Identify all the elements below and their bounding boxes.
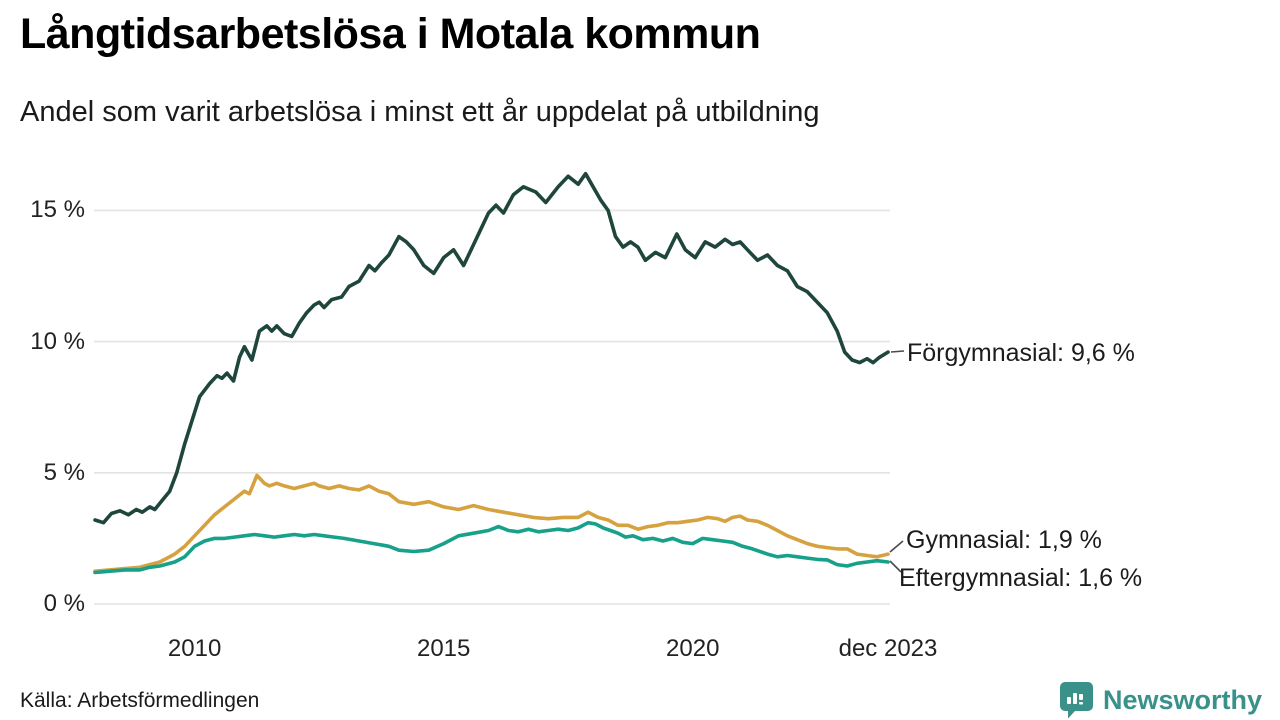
source-note: Källa: Arbetsförmedlingen	[20, 689, 260, 712]
brand-name: Newsworthy	[1102, 684, 1262, 715]
x-tick-label: 2015	[416, 635, 471, 662]
x-tick-label: 2020	[666, 635, 720, 662]
label-connector	[889, 540, 904, 553]
series-line-eftergymnasial	[93, 520, 890, 575]
series-line-förgymnasial	[93, 171, 890, 525]
page-subtitle: Andel som varit arbetslösa i minst ett å…	[20, 96, 820, 128]
newsworthy-icon	[1059, 682, 1093, 719]
label-connectors	[889, 350, 905, 573]
y-tick-label: 5 %	[43, 458, 85, 486]
label-connector	[889, 560, 902, 573]
series-line-gymnasial	[93, 473, 890, 574]
page-title: Långtidsarbetslösa i Motala kommun	[20, 10, 761, 58]
series-label-eftergymnasial: Eftergymnasial: 1,6 %	[899, 564, 1143, 592]
x-tick-label: 2010	[167, 635, 222, 662]
series-label-gymnasial: Gymnasial: 1,9 %	[906, 526, 1102, 554]
y-tick-label: 0 %	[43, 590, 85, 617]
y-tick-label: 15 %	[30, 196, 85, 224]
series-label-forgymnasial: Förgymnasial: 9,6 %	[907, 339, 1135, 367]
series-lines	[93, 171, 890, 575]
x-tick-label: dec 2023	[838, 635, 938, 662]
label-connector	[890, 350, 905, 353]
brand-logo: Newsworthy	[1058, 681, 1262, 719]
y-tick-label: 10 %	[30, 327, 85, 355]
gridlines	[94, 209, 890, 605]
